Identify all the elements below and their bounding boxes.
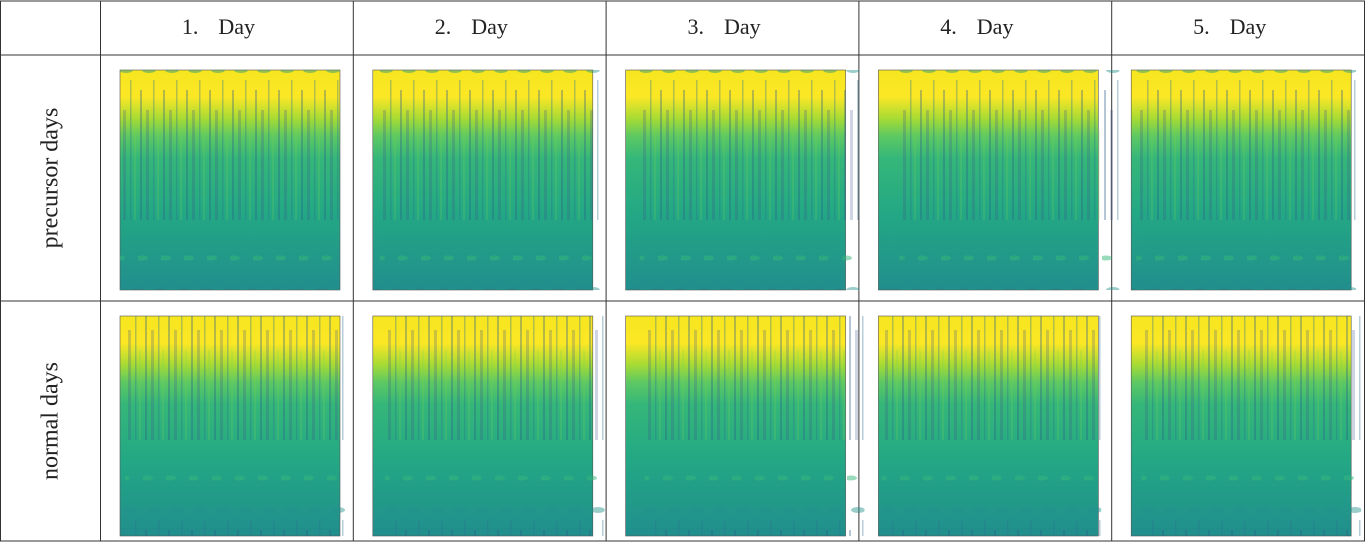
spectrogram-image	[372, 315, 605, 537]
column-number: 2.	[435, 14, 452, 39]
spectrogram-image	[1130, 315, 1361, 537]
column-label: Day	[977, 14, 1014, 39]
spectrogram-image	[119, 315, 345, 537]
spectrogram-image	[1130, 69, 1356, 291]
spectrogram-texture	[1136, 70, 1356, 290]
spectrogram-image	[625, 315, 865, 537]
spectrogram-image	[372, 69, 600, 291]
spectrogram-image	[878, 69, 1119, 291]
spectrogram-texture	[1141, 316, 1361, 536]
column-number: 3.	[688, 14, 705, 39]
column-number: 5.	[1193, 14, 1210, 39]
spectrogram-texture	[120, 70, 340, 290]
spectrogram-texture	[645, 316, 865, 536]
spectrogram-image	[119, 69, 341, 291]
column-number: 1.	[182, 14, 199, 39]
row-label: precursor days	[38, 108, 64, 249]
spectrogram-texture	[899, 70, 1119, 290]
column-label: Day	[218, 14, 255, 39]
spectrogram-texture	[380, 70, 600, 290]
column-label: Day	[1230, 14, 1267, 39]
spectrogram-texture	[385, 316, 605, 536]
spectrogram-texture	[881, 316, 1101, 536]
column-label: Day	[471, 14, 508, 39]
spectrogram-image	[625, 69, 860, 291]
spectrogram-image	[878, 315, 1101, 537]
table-cells: 1. Day 2. Day 3. Day 4. Day 5. Day precursor days n…	[38, 14, 1362, 537]
spectrogram-texture	[125, 316, 345, 536]
row-label: normal days	[38, 362, 64, 480]
spectrogram-texture	[640, 70, 860, 290]
column-label: Day	[724, 14, 761, 39]
column-number: 4.	[940, 14, 957, 39]
